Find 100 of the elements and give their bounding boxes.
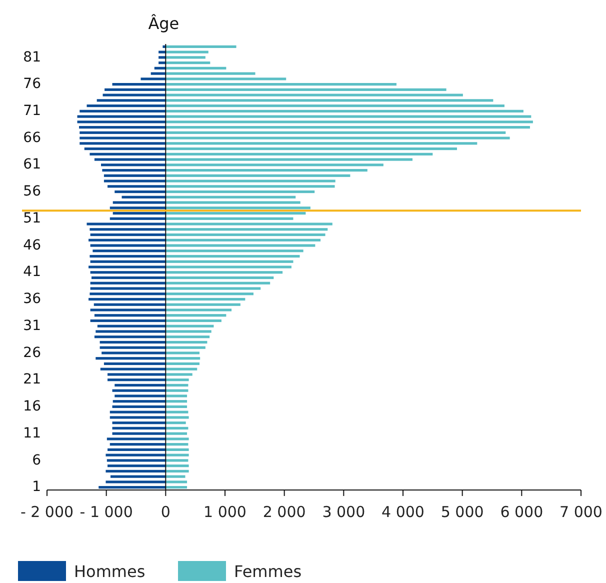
bar	[112, 201, 166, 204]
bar	[166, 136, 510, 140]
bar	[112, 212, 166, 215]
bar	[77, 115, 166, 118]
bar	[90, 152, 166, 156]
bar	[166, 115, 532, 118]
bar	[166, 196, 296, 198]
bar	[100, 340, 166, 344]
bar	[166, 422, 186, 424]
bar	[166, 303, 240, 306]
bar	[166, 266, 292, 268]
bar	[166, 110, 524, 112]
bar	[166, 394, 188, 398]
bar	[166, 190, 315, 194]
bar	[77, 120, 166, 124]
bar	[166, 120, 533, 124]
bar	[112, 432, 166, 435]
bar	[166, 158, 412, 161]
bar	[166, 464, 189, 468]
bar	[96, 357, 166, 360]
y-tick-label: 66	[23, 130, 42, 146]
bar	[166, 475, 186, 478]
y-tick-label: 16	[23, 398, 42, 415]
y-tick-label: 71	[23, 102, 41, 119]
x-tick-label: 5 000	[440, 503, 484, 521]
bar	[88, 238, 166, 242]
bar	[104, 88, 166, 91]
bar	[90, 233, 166, 236]
bar	[98, 486, 166, 489]
bar	[166, 368, 198, 370]
bar	[166, 470, 189, 472]
y-tick-label: 11	[23, 425, 41, 442]
bar	[166, 340, 208, 344]
bar	[90, 282, 166, 284]
bar	[166, 486, 188, 489]
bar	[102, 168, 166, 172]
bar	[110, 217, 166, 220]
bar	[166, 438, 189, 440]
bar	[166, 244, 316, 247]
bar	[166, 250, 304, 252]
bar	[92, 250, 166, 252]
bar	[104, 180, 166, 182]
bar	[166, 254, 300, 258]
bar	[166, 400, 188, 403]
y-tick-label: 56	[23, 184, 42, 200]
bar	[102, 94, 166, 96]
y-tick-label: 31	[23, 318, 41, 334]
bar	[166, 324, 214, 328]
bar	[80, 110, 166, 112]
y-tick-label: 26	[23, 344, 42, 361]
bar	[108, 464, 166, 468]
bar	[166, 233, 326, 236]
x-tick-label: 4 000	[382, 503, 424, 521]
bar	[166, 217, 294, 220]
bar	[90, 271, 166, 274]
bar	[166, 164, 384, 166]
bar	[114, 394, 166, 398]
bar	[110, 410, 166, 414]
bar	[166, 180, 336, 182]
x-tick-label: 7 000	[560, 503, 602, 521]
bar	[166, 276, 274, 280]
legend-label: Hommes	[74, 562, 146, 581]
bar	[97, 324, 166, 328]
bar	[90, 292, 166, 296]
bar	[106, 470, 166, 472]
bar	[106, 438, 166, 440]
bar	[166, 384, 188, 387]
bar	[166, 99, 494, 102]
bar	[140, 78, 166, 80]
bar	[166, 373, 192, 376]
bar	[112, 422, 166, 424]
x-tick-label: 0	[160, 503, 170, 521]
bar	[166, 330, 212, 333]
bar	[166, 168, 368, 172]
bar	[166, 319, 222, 322]
x-tick-label: 3 000	[322, 503, 366, 521]
bar	[166, 260, 294, 263]
bar	[166, 480, 188, 484]
bar	[166, 426, 188, 430]
bar	[100, 346, 166, 349]
bar	[112, 389, 166, 392]
bar	[106, 459, 166, 462]
bar	[104, 174, 166, 177]
bar	[106, 454, 166, 456]
bar	[166, 362, 200, 366]
bar	[154, 66, 166, 70]
bar	[166, 271, 283, 274]
bar	[110, 206, 166, 210]
bar	[166, 222, 332, 226]
y-tick-label: 81	[23, 49, 41, 66]
y-axis-title: Âge	[148, 14, 180, 33]
bar	[80, 131, 166, 134]
bar	[166, 201, 300, 204]
bar	[166, 56, 206, 59]
bar	[166, 378, 189, 382]
bar	[90, 260, 166, 263]
bar	[166, 126, 530, 129]
y-tick-label: 21	[23, 372, 41, 388]
bar	[166, 314, 226, 317]
bar	[166, 346, 206, 349]
